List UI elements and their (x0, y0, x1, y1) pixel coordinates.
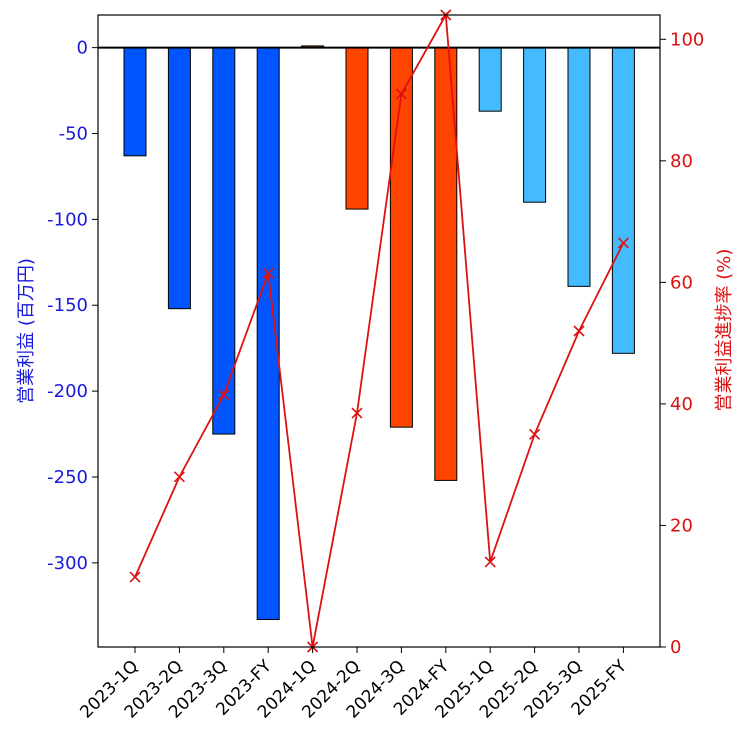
progress-marker-2025-2Q (529, 428, 541, 440)
progress-marker-2025-FY (617, 237, 629, 249)
right-axis: 0 20 40 60 80 100 (660, 29, 704, 658)
left-tick-label: -250 (47, 467, 88, 488)
progress-marker-2025-1Q (484, 556, 496, 568)
right-tick-label: 60 (670, 272, 693, 293)
right-tick-label: 40 (670, 394, 693, 415)
progress-marker-2023-3Q (218, 389, 230, 401)
progress-marker-2024-2Q (351, 407, 363, 419)
bar-2023-1Q (123, 47, 147, 157)
left-tick-label: -200 (47, 381, 88, 402)
progress-line-layer (129, 9, 629, 653)
left-tick-label: -300 (47, 553, 88, 574)
left-tick-label: -50 (59, 124, 88, 145)
progress-marker-2023-1Q (129, 571, 141, 583)
bar-2025-3Q (567, 47, 591, 287)
right-tick-label: 0 (670, 637, 681, 658)
x-axis: 2023-1Q2023-2Q2023-3Q2023-FY2024-1Q2024-… (76, 647, 631, 723)
right-tick-label: 80 (670, 151, 693, 172)
bar-2025-1Q (478, 47, 502, 112)
left-tick-label: -100 (47, 209, 88, 230)
plot-frame (97, 14, 661, 648)
bar-2025-2Q (523, 47, 547, 203)
bar-2025-FY (611, 47, 635, 354)
bars-layer (123, 45, 635, 621)
progress-marker-2023-FY (262, 267, 274, 279)
bar-2024-2Q (345, 47, 369, 210)
bar-2023-2Q (167, 47, 191, 310)
left-tick-label: 0 (77, 38, 88, 59)
left-axis-label: 営業利益 (百万円) (16, 258, 37, 404)
progress-line (134, 11, 625, 648)
progress-marker-2023-2Q (173, 471, 185, 483)
bar-2024-3Q (389, 47, 413, 428)
right-tick-label: 20 (670, 515, 693, 536)
progress-marker-2025-3Q (573, 325, 585, 337)
left-axis: 0 -50 -100 -150 -200 -250 -300 (47, 38, 98, 574)
right-tick-label: 100 (670, 29, 704, 50)
left-tick-label: -150 (47, 295, 88, 316)
right-axis-label: 営業利益進捗率 (%) (714, 249, 735, 412)
progress-marker-2024-3Q (395, 88, 407, 100)
